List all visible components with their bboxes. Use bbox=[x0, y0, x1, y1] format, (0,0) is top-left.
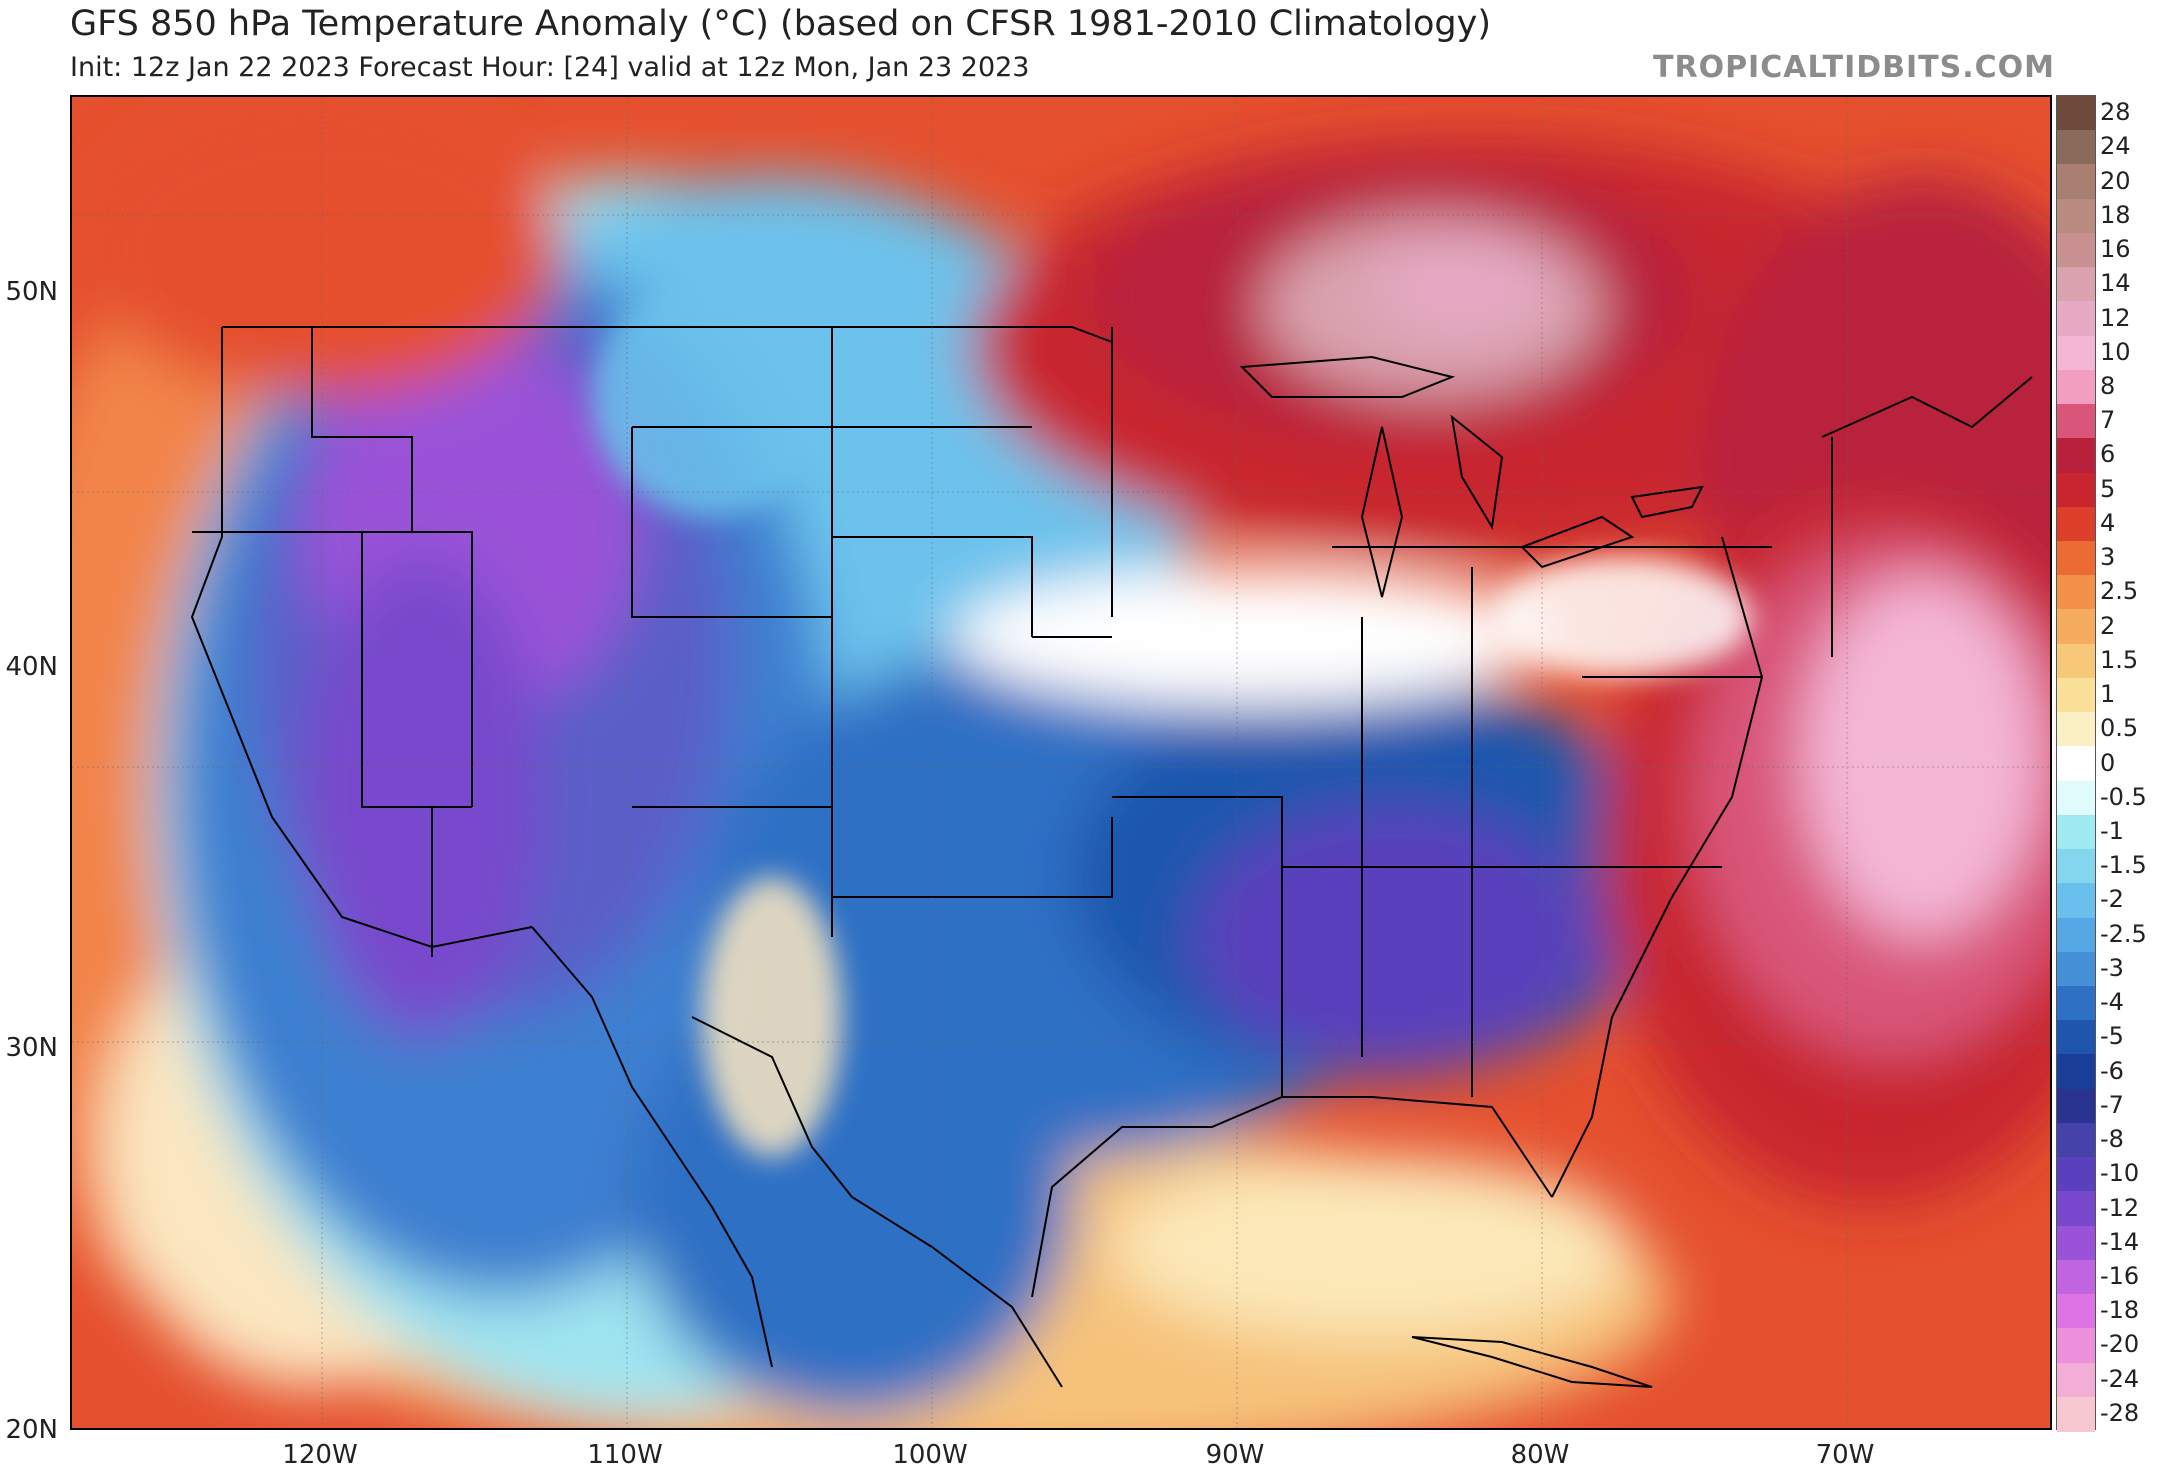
colorbar-label: 16 bbox=[2100, 235, 2131, 264]
lat-label: 50N bbox=[5, 277, 58, 307]
colorbar-swatch bbox=[2057, 1054, 2095, 1090]
colorbar-swatch bbox=[2057, 746, 2095, 782]
colorbar-label: -2.5 bbox=[2100, 919, 2147, 948]
colorbar-swatch bbox=[2057, 130, 2095, 166]
colorbar-swatch bbox=[2057, 643, 2095, 679]
colorbar-label: 4 bbox=[2100, 508, 2116, 537]
colorbar-label: 5 bbox=[2100, 474, 2116, 503]
colorbar-swatch bbox=[2057, 96, 2095, 131]
colorbar-swatch bbox=[2057, 1396, 2095, 1432]
colorbar-label: -24 bbox=[2100, 1364, 2140, 1393]
lon-label: 90W bbox=[1205, 1440, 1265, 1470]
colorbar-swatch bbox=[2057, 849, 2095, 885]
colorbar-swatch bbox=[2057, 1122, 2095, 1158]
colorbar-swatch bbox=[2057, 575, 2095, 611]
colorbar-swatch bbox=[2057, 1088, 2095, 1124]
colorbar-swatch bbox=[2057, 814, 2095, 850]
colorbar-swatch bbox=[2057, 198, 2095, 234]
colorbar-swatch bbox=[2057, 267, 2095, 303]
colorbar-swatch bbox=[2057, 986, 2095, 1021]
colorbar-swatch bbox=[2057, 1328, 2095, 1364]
colorbar-swatch bbox=[2057, 609, 2095, 645]
colorbar-label: 28 bbox=[2100, 98, 2131, 127]
colorbar-swatch bbox=[2057, 438, 2095, 474]
colorbar-swatch bbox=[2057, 712, 2095, 748]
lon-label: 120W bbox=[282, 1440, 358, 1470]
colorbar-label: -20 bbox=[2100, 1330, 2140, 1359]
colorbar-swatch bbox=[2057, 472, 2095, 508]
lon-label: 100W bbox=[892, 1440, 968, 1470]
colorbar-swatch bbox=[2057, 917, 2095, 953]
lat-label: 40N bbox=[5, 652, 58, 682]
colorbar-label: -12 bbox=[2100, 1193, 2140, 1222]
colorbar-label: 20 bbox=[2100, 166, 2131, 195]
colorbar-label: -8 bbox=[2100, 1125, 2124, 1154]
colorbar-swatch bbox=[2057, 1157, 2095, 1193]
colorbar-swatch bbox=[2057, 1225, 2095, 1261]
colorbar-label: 1 bbox=[2100, 680, 2116, 709]
colorbar-label: -10 bbox=[2100, 1159, 2140, 1188]
lon-label: 110W bbox=[587, 1440, 663, 1470]
colorbar-label: 0.5 bbox=[2100, 714, 2139, 743]
colorbar-label: 3 bbox=[2100, 543, 2116, 572]
colorbar-label: -1.5 bbox=[2100, 851, 2147, 880]
colorbar-swatch bbox=[2057, 780, 2095, 816]
lat-label: 30N bbox=[5, 1033, 58, 1063]
colorbar-label: 12 bbox=[2100, 303, 2131, 332]
colorbar-swatch bbox=[2057, 1020, 2095, 1056]
colorbar-swatch bbox=[2057, 951, 2095, 987]
colorbar-swatch bbox=[2057, 335, 2095, 371]
colorbar-swatch bbox=[2057, 541, 2095, 576]
colorbar-swatch bbox=[2057, 1362, 2095, 1398]
colorbar-swatch bbox=[2057, 1294, 2095, 1330]
colorbar-swatch bbox=[2057, 232, 2095, 268]
colorbar-label: -14 bbox=[2100, 1227, 2140, 1256]
forecast-info: Init: 12z Jan 22 2023 Forecast Hour: [24… bbox=[70, 52, 1030, 83]
colorbar-label: -28 bbox=[2100, 1398, 2140, 1427]
lat-label: 20N bbox=[5, 1415, 58, 1445]
anomaly-field bbox=[72, 97, 2050, 1428]
colorbar-label: 24 bbox=[2100, 132, 2131, 161]
colorbar-swatch bbox=[2057, 506, 2095, 542]
colorbar-swatch bbox=[2057, 369, 2095, 405]
colorbar-swatch bbox=[2057, 677, 2095, 713]
colorbar-swatch bbox=[2057, 883, 2095, 919]
colorbar-label: -5 bbox=[2100, 1022, 2124, 1051]
map-title: GFS 850 hPa Temperature Anomaly (°C) (ba… bbox=[70, 4, 1492, 44]
colorbar-swatch bbox=[2057, 1191, 2095, 1227]
colorbar-label: -3 bbox=[2100, 953, 2124, 982]
colorbar-label: -18 bbox=[2100, 1296, 2140, 1325]
colorbar-label: -2 bbox=[2100, 885, 2124, 914]
colorbar-label: -4 bbox=[2100, 988, 2124, 1017]
lon-label: 80W bbox=[1510, 1440, 1570, 1470]
colorbar-swatch bbox=[2057, 301, 2095, 337]
colorbar-label: -6 bbox=[2100, 1056, 2124, 1085]
anomaly-map bbox=[70, 95, 2052, 1430]
colorbar-label: 2 bbox=[2100, 611, 2116, 640]
colorbar-label: 8 bbox=[2100, 371, 2116, 400]
colorbar-label: -0.5 bbox=[2100, 782, 2147, 811]
colorbar-label: 0 bbox=[2100, 748, 2116, 777]
lon-label: 70W bbox=[1815, 1440, 1875, 1470]
colorbar-label: 1.5 bbox=[2100, 645, 2139, 674]
state-borders bbox=[190, 326, 2033, 1388]
colorbar-label: 6 bbox=[2100, 440, 2116, 469]
colorbar-label: -16 bbox=[2100, 1261, 2140, 1290]
colorbar-label: 7 bbox=[2100, 406, 2116, 435]
colorbar-label: -1 bbox=[2100, 816, 2124, 845]
colorbar bbox=[2056, 95, 2096, 1432]
colorbar-label: -7 bbox=[2100, 1090, 2124, 1119]
colorbar-label: 2.5 bbox=[2100, 577, 2139, 606]
watermark: TROPICALTIDBITS.COM bbox=[1653, 50, 2055, 85]
colorbar-label: 10 bbox=[2100, 337, 2131, 366]
colorbar-label: 18 bbox=[2100, 200, 2131, 229]
colorbar-swatch bbox=[2057, 404, 2095, 440]
colorbar-swatch bbox=[2057, 164, 2095, 200]
colorbar-label: 14 bbox=[2100, 269, 2131, 298]
colorbar-swatch bbox=[2057, 1259, 2095, 1295]
